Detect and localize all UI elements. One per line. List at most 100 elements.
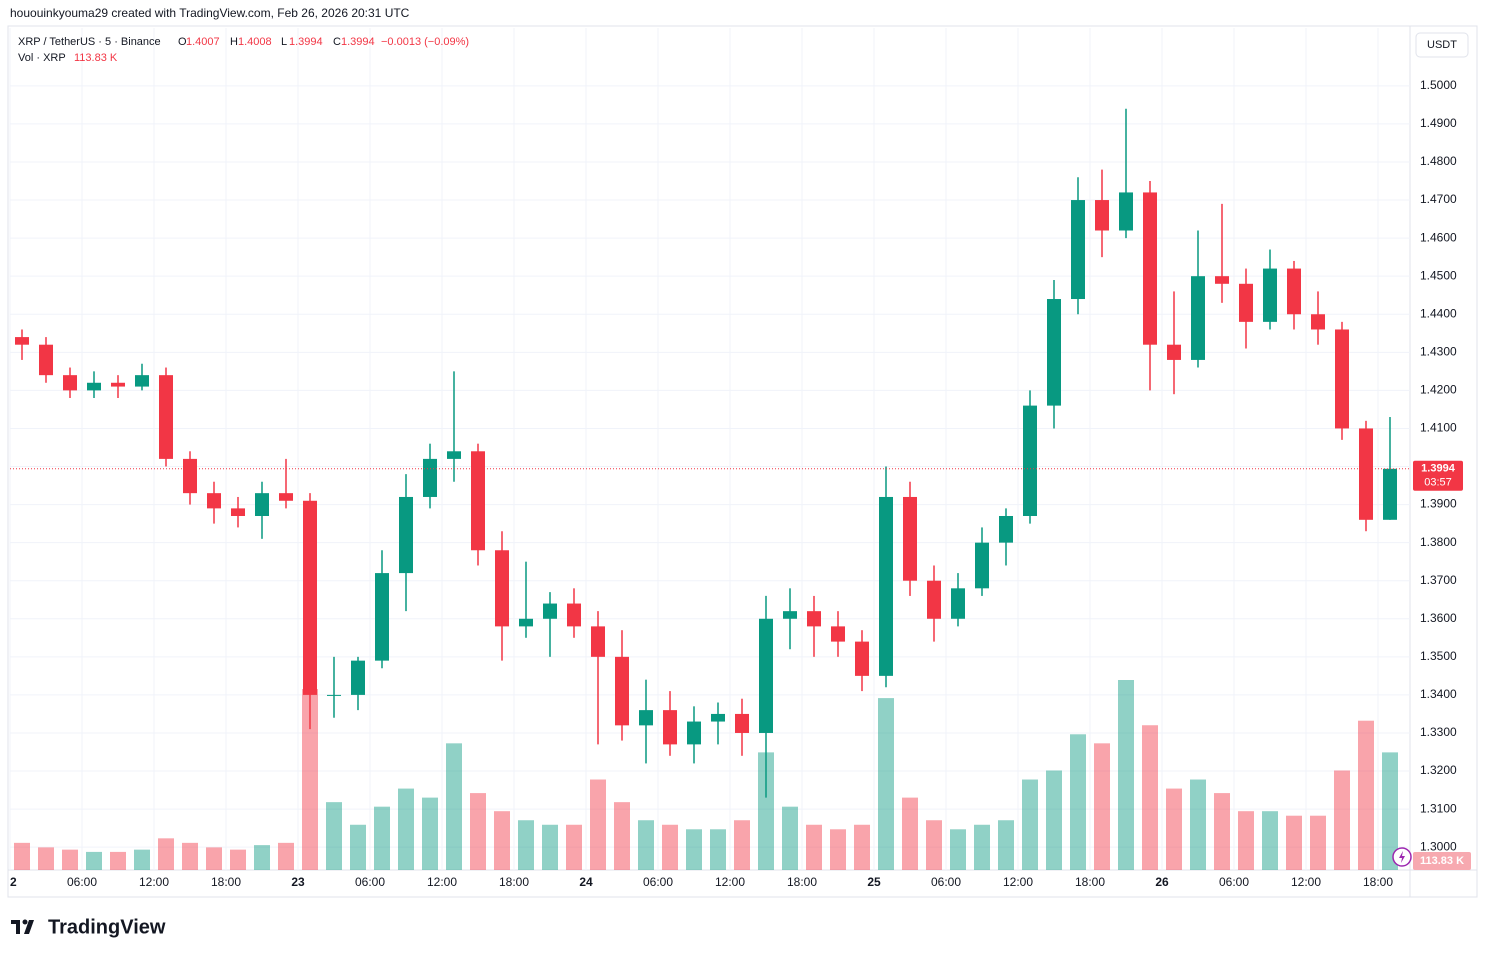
x-tick-label: 12:00 [1291,875,1321,889]
volume-bar [1214,793,1230,870]
volume-bar [1070,734,1086,870]
ohlc-label: C [333,36,341,48]
candle-body [183,458,197,494]
x-tick-label: 18:00 [787,875,817,889]
y-tick-label: 1.3700 [1420,573,1457,587]
candle-body [1215,276,1229,284]
ohlc-value: 1.4008 [238,36,272,48]
candle-body [471,451,485,551]
x-tick-label: 18:00 [211,875,241,889]
volume-bar [662,824,678,870]
candle-body [1263,268,1277,322]
volume-bar [158,838,174,870]
volume-bar [1358,720,1374,870]
volume-bar [686,829,702,870]
candle-body [639,710,653,726]
volume-bar [926,820,942,870]
volume-bar [1238,811,1254,870]
volume-bar [230,849,246,870]
candle-body [1071,200,1085,300]
candle-body [423,458,437,497]
candle-body [663,710,677,745]
candle-body [711,713,725,722]
volume-bar [590,779,606,870]
y-tick-label: 1.3500 [1420,649,1457,663]
volume-bar [134,849,150,870]
ohlc-value: 1.4007 [186,36,220,48]
y-tick-label: 1.4800 [1420,154,1457,168]
candle-body [591,626,605,657]
candle-body [855,641,869,676]
candle-body [759,618,773,733]
candle-body [1335,329,1349,429]
volume-bar [1046,770,1062,870]
volume-bar [1094,743,1110,870]
volume-bar [38,847,54,870]
volume-bar [950,829,966,870]
y-tick-label: 1.3900 [1420,497,1457,511]
y-tick-label: 1.3000 [1420,839,1457,853]
y-tick-label: 1.4700 [1420,192,1457,206]
y-tick-label: 1.5000 [1420,78,1457,92]
candle-body [255,493,269,516]
candle-body [1119,192,1133,231]
volume-bar [254,845,270,870]
volume-bar [62,849,78,870]
candle-body [519,618,533,627]
candle-body [279,493,293,501]
volume-bar [758,752,774,870]
volume-bar [902,797,918,870]
candle-body [207,493,221,509]
x-tick-label: 12:00 [1003,875,1033,889]
candle-body [1311,314,1325,330]
candle-body [135,375,149,387]
volume-bar [86,851,102,870]
volume-bar [326,802,342,870]
candle-body [903,496,917,581]
ohlc-label: O [178,36,187,48]
logo-stem [16,920,20,934]
candle-body [15,337,29,345]
y-tick-label: 1.3400 [1420,687,1457,701]
volume-bar [1286,815,1302,870]
volume-bar [1262,811,1278,870]
volume-bar [1334,770,1350,870]
volume-bar [110,851,126,870]
credit: hououinkyouma29 created with TradingView… [10,6,410,20]
logo-dot [22,919,28,925]
candle-body [999,515,1013,543]
currency[interactable]: USDT [1427,39,1457,51]
volume-bar [782,806,798,870]
volume-bar [710,829,726,870]
x-tick-label: 06:00 [931,875,961,889]
volume-bar [1166,788,1182,870]
volume-badge-text: 113.83 K [1420,855,1464,867]
y-tick-label: 1.4600 [1420,230,1457,244]
y-tick-label: 1.4100 [1420,421,1457,435]
chart-frame [7,25,1478,898]
ohlc-label: H [230,36,238,48]
candle-body [63,375,77,391]
volume-bar [374,806,390,870]
alert-icon-bolt [1399,851,1405,863]
currency-box[interactable] [1415,32,1469,58]
candle-body [351,660,365,695]
candle-body [831,626,845,642]
x-tick-label: 24 [579,875,593,889]
volume-bar [878,698,894,870]
candle-body [1143,192,1157,345]
logo-bar [11,920,20,924]
y-tick-label: 1.3800 [1420,535,1457,549]
y-tick-label: 1.4900 [1420,116,1457,130]
volume-bar [518,820,534,870]
volume-bar [422,797,438,870]
candle-body [1167,344,1181,360]
volume-badge [1413,852,1471,870]
x-tick-label: 06:00 [355,875,385,889]
volume-bar [182,842,198,870]
x-tick-label: 23 [291,875,305,889]
volume-bar [830,829,846,870]
candle-body [951,588,965,619]
volume-bar [1190,779,1206,870]
